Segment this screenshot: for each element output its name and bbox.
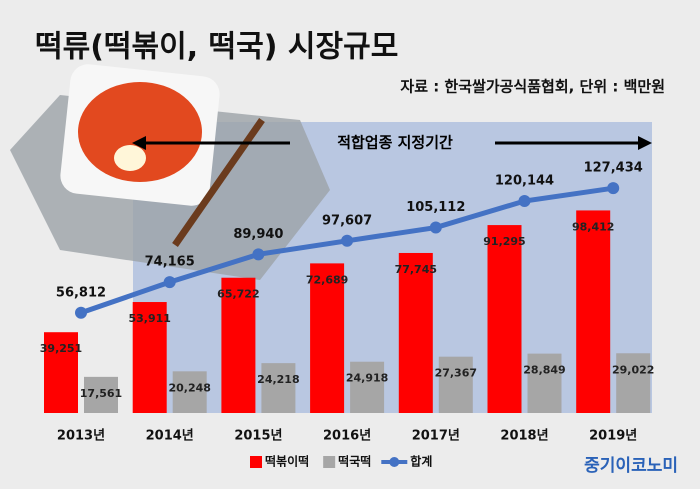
bar-label: 28,849 [523, 364, 565, 377]
bar-label: 98,412 [572, 220, 614, 233]
legend-label: 합계 [410, 454, 432, 469]
bar-label: 29,022 [612, 363, 654, 376]
bar-label: 17,561 [80, 387, 122, 400]
x-tick-label: 2014년 [146, 429, 194, 444]
bar [398, 252, 433, 413]
bar-label: 27,367 [435, 367, 477, 380]
line-label: 56,812 [56, 285, 106, 300]
fork [172, 118, 265, 247]
bar [310, 263, 345, 413]
arrow-head [638, 136, 652, 150]
line-label: 120,144 [495, 174, 554, 189]
bar [261, 363, 296, 413]
line-point [341, 234, 354, 247]
x-tick-label: 2016년 [323, 429, 371, 444]
legend-swatch [250, 456, 262, 468]
food-image [10, 64, 330, 280]
x-tick-label: 2018년 [500, 429, 548, 444]
bar-label: 72,689 [306, 273, 348, 286]
bar [44, 332, 78, 413]
line-point [429, 221, 442, 234]
annotation: 적합업종 지정기간 [337, 134, 453, 152]
x-tick-label: 2015년 [234, 429, 282, 444]
legend-label: 떡국떡 [338, 454, 371, 469]
bar-label: 91,295 [483, 235, 525, 248]
bar-label: 65,722 [217, 288, 259, 301]
bar-label: 20,248 [168, 381, 210, 394]
x-tick-label: 2017년 [412, 429, 460, 444]
line-label: 105,112 [406, 200, 465, 215]
legend-swatch [389, 457, 400, 467]
subtitle: 자료 : 한국쌀가공식품협회, 단위 : 백만원 [400, 78, 665, 96]
bar [221, 277, 256, 413]
line-point [252, 248, 265, 261]
bar-label: 24,918 [346, 372, 388, 385]
bar [84, 376, 118, 413]
bar [350, 361, 385, 413]
bar [576, 210, 611, 413]
bar-label: 39,251 [40, 342, 82, 355]
line-label: 74,165 [145, 255, 195, 270]
egg [114, 145, 146, 171]
x-tick-label: 2013년 [57, 429, 105, 444]
bar [172, 371, 207, 413]
bar-label: 53,911 [128, 312, 170, 325]
line-point [607, 182, 620, 195]
line-point [75, 306, 87, 319]
bar [438, 356, 473, 413]
bar [527, 353, 562, 413]
line-point [518, 195, 531, 208]
line-label: 89,940 [233, 227, 283, 242]
bar-label: 77,745 [395, 263, 437, 276]
line-label: 97,607 [322, 213, 372, 228]
sauce [78, 82, 202, 182]
bar [132, 302, 167, 413]
arrow-head [132, 136, 146, 150]
line-point [163, 276, 176, 289]
legend-swatch [323, 456, 336, 468]
bar [487, 225, 522, 413]
x-tick-label: 2019년 [589, 429, 637, 444]
legend-label: 떡볶이떡 [265, 454, 309, 469]
bar-label: 24,218 [257, 373, 299, 386]
line-label: 127,434 [584, 161, 643, 176]
brand: 중기이코노미 [584, 456, 678, 476]
chart-title: 떡류(떡볶이, 떡국) 시장규모 [35, 30, 398, 65]
bar [616, 353, 651, 413]
